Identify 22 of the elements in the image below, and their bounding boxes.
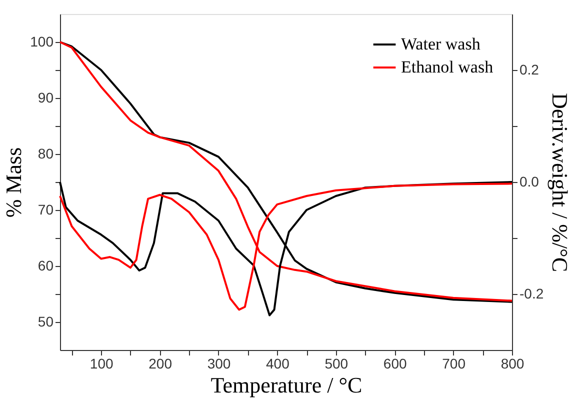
y2-tick-label: 0.0: [520, 174, 540, 190]
x-tick-label: 100: [90, 356, 114, 372]
y2-tick-label: 0.2: [520, 62, 540, 78]
y-tick-label: 100: [30, 34, 54, 50]
legend-label: Water wash: [401, 34, 481, 54]
y2-axis-title: Deriv.weight / %/°C: [548, 92, 573, 272]
y-tick-label: 60: [38, 258, 54, 274]
y-axis-title: % Mass: [1, 147, 26, 218]
x-tick-label: 700: [442, 356, 466, 372]
x-axis-title: Temperature / °C: [210, 372, 362, 398]
y-tick-label: 80: [38, 146, 54, 162]
y-tick-label: 70: [38, 202, 54, 218]
x-tick-label: 200: [148, 356, 172, 372]
x-tick-label: 500: [324, 356, 348, 372]
x-tick-label: 300: [207, 356, 231, 372]
y-tick-label: 50: [38, 314, 54, 330]
legend-label: Ethanol wash: [401, 58, 494, 76]
x-tick-label: 800: [500, 356, 524, 372]
y2-tick-label: -0.2: [520, 286, 544, 302]
y-tick-label: 90: [38, 90, 54, 106]
x-tick-label: 600: [383, 356, 407, 372]
x-tick-label: 400: [266, 356, 290, 372]
